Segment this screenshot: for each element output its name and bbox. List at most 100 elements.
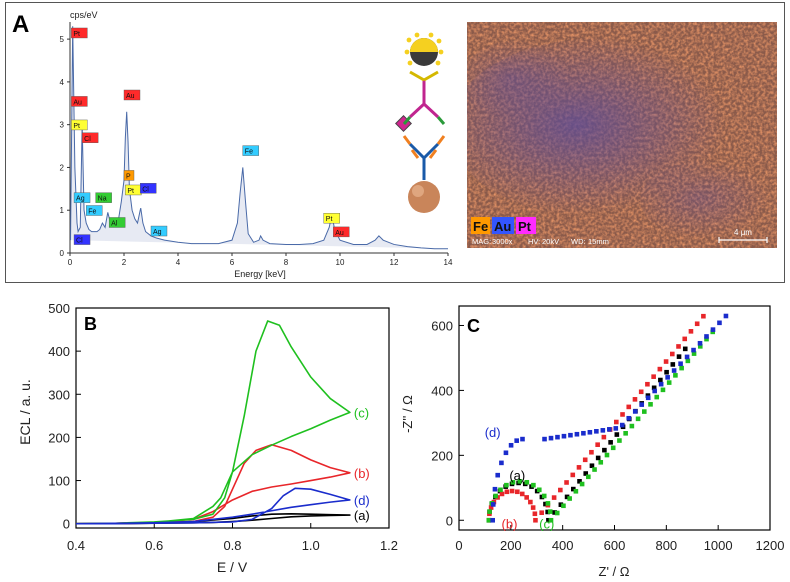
map-hv-value: 20kV xyxy=(542,237,559,246)
peak-label-cl: Cl xyxy=(76,238,83,245)
nyquist-point-c xyxy=(554,510,560,516)
nyquist-point-d xyxy=(652,388,657,394)
peak-label-box xyxy=(73,234,91,245)
nyquist-point-a xyxy=(676,354,682,359)
eds-y-tick-label: 4 xyxy=(60,78,65,87)
nyquist-point-a xyxy=(608,440,613,445)
nyquist-point-d xyxy=(645,395,651,401)
eds-x-tick-label: 10 xyxy=(336,258,345,267)
eds-x-tick-label: 8 xyxy=(284,258,289,267)
peak-label-p: P xyxy=(126,173,131,180)
eds-y-tick-label: 0 xyxy=(60,249,65,258)
ecl-annotation-d: (d) xyxy=(354,493,370,508)
nyquist-x-tick-label: 0 xyxy=(455,538,462,553)
peak-label-box xyxy=(108,217,126,228)
nyquist-point-c xyxy=(617,438,622,443)
map-info: MAG: 3000x HV: 20kV WD: 15mm xyxy=(472,237,609,246)
nyquist-point-d xyxy=(671,368,677,373)
nyquist-point-d xyxy=(561,433,567,439)
peak-label-pt: Pt xyxy=(73,31,80,38)
nyquist-point-c xyxy=(673,373,678,378)
nyquist-axes: 0 200 400 600 800 1000 1200 0 200 400 600 xyxy=(431,305,784,553)
nyquist-point-b xyxy=(657,366,663,372)
nyquist-y-tick-label: 400 xyxy=(431,383,453,398)
nyquist-point-d xyxy=(568,432,573,438)
nyquist-point-b xyxy=(638,389,644,395)
nyquist-point-a xyxy=(546,517,551,523)
nyquist-point-d xyxy=(594,429,599,434)
scale-bar-label: 4 μm xyxy=(734,228,752,237)
nyquist-annotation-a: (a) xyxy=(509,468,525,483)
nyquist-x-tick-label: 1000 xyxy=(704,538,733,553)
nyquist-point-d xyxy=(691,347,696,353)
nyquist-point-c xyxy=(629,423,635,429)
nyquist-point-b xyxy=(488,505,494,510)
nyquist-point-a xyxy=(651,385,657,391)
nyquist-point-a xyxy=(545,509,550,515)
nyquist-point-c xyxy=(604,452,610,458)
nyquist-point-a xyxy=(583,471,589,476)
nyquist-point-b xyxy=(528,499,533,505)
nyquist-point-c xyxy=(623,431,628,436)
nyquist-point-d xyxy=(697,340,703,346)
eds-y-tick-label: 1 xyxy=(60,206,65,215)
nyquist-point-a xyxy=(558,502,564,507)
nyquist-point-b xyxy=(645,381,650,387)
eds-xlabel: Energy [keV] xyxy=(234,269,286,279)
eds-x-tick-label: 2 xyxy=(122,258,127,267)
nyquist-point-a xyxy=(614,432,620,437)
nyquist-point-d xyxy=(499,460,504,466)
nyquist-point-b xyxy=(509,488,515,494)
ecl-ylabel: ECL / a. u. xyxy=(17,379,33,445)
panel-letter-c: C xyxy=(467,316,480,336)
nyquist-point-b xyxy=(701,313,706,319)
nyquist-point-d xyxy=(587,429,593,435)
nyquist-x-tick-label: 200 xyxy=(500,538,522,553)
eds-x-tick-label: 6 xyxy=(230,258,235,267)
nyquist-point-c xyxy=(654,394,660,400)
peak-label-box xyxy=(81,132,99,143)
nyquist-point-d xyxy=(704,334,709,339)
nyquist-point-c xyxy=(573,488,579,494)
map-wd-label: WD: xyxy=(571,237,586,246)
peak-label-box xyxy=(123,89,141,101)
nyquist-point-c xyxy=(685,358,691,364)
nyquist-point-c xyxy=(493,493,498,499)
eds-x-tick-label: 0 xyxy=(68,258,73,267)
nyquist-point-b xyxy=(570,472,576,478)
nyquist-point-a xyxy=(589,463,595,469)
elemental-map-image: Fe Au Pt MAG: 3000x HV: 20kV WD: 15mm 4 … xyxy=(467,22,777,248)
nanoparticle-dots-icon xyxy=(404,32,444,66)
nyquist-point-b xyxy=(626,404,632,410)
nyquist-point-d xyxy=(710,327,716,332)
peak-label-na: Na xyxy=(98,196,107,203)
eds-y-tick-label: 5 xyxy=(60,35,65,44)
nyquist-point-d xyxy=(717,320,722,326)
nyquist-point-b xyxy=(601,434,607,440)
panel-letter-a: A xyxy=(12,11,29,38)
sandwich-immunoassay-illustration xyxy=(395,32,446,213)
nyquist-point-d xyxy=(639,402,645,407)
ecl-plot-area: (a) (b) (c) (d) xyxy=(75,320,370,525)
nyquist-point-d xyxy=(490,517,495,523)
nyquist-point-a xyxy=(658,377,663,383)
ecl-annotation-b: (b) xyxy=(354,466,370,481)
nyquist-point-c xyxy=(704,336,709,342)
nyquist-point-c xyxy=(517,479,523,484)
peak-label-ag: Ag xyxy=(76,196,85,203)
peak-label-cl: Cl xyxy=(84,136,91,143)
nyquist-point-b xyxy=(614,419,619,425)
peak-label-pt: Pt xyxy=(326,216,333,223)
nyquist-point-b xyxy=(524,495,529,500)
nyquist-point-d xyxy=(542,436,547,442)
peak-label-box xyxy=(71,27,88,39)
nyquist-point-d xyxy=(619,422,625,428)
nyquist-point-c xyxy=(598,459,604,465)
nyquist-point-d xyxy=(684,354,690,360)
peak-label-au: Au xyxy=(126,93,135,100)
nyquist-y-tick-label: 0 xyxy=(446,513,453,528)
